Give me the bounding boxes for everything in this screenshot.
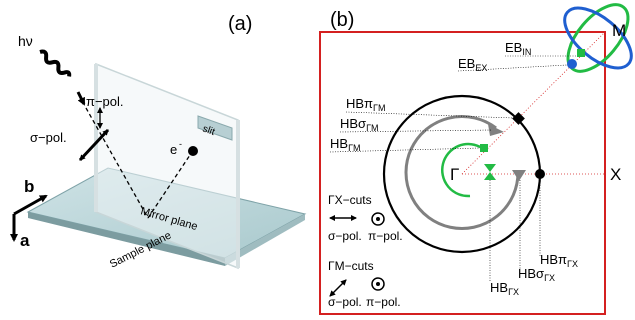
emitted-beam	[147, 151, 193, 219]
dot-marker-gx	[535, 169, 545, 179]
hb-pi-gm-leader	[345, 111, 515, 119]
gm-cuts-label: ΓM−cuts	[328, 259, 374, 273]
hb-sigma-gm-leader	[339, 129, 493, 133]
axis-a-label: a	[20, 231, 30, 250]
panel-a-label: (a)	[228, 13, 252, 35]
blue-ellipse	[563, 6, 633, 70]
eb-in-marker	[577, 49, 585, 57]
gx-pi-dot-icon	[371, 212, 385, 226]
incident-arrow	[76, 91, 86, 106]
green-band-arc	[441, 142, 483, 198]
panel-a: (a) slit hν π−pol. σ−pol.	[10, 13, 307, 271]
slit-label: slit	[201, 123, 216, 138]
hb-gx-label: HBΓX	[490, 280, 519, 297]
incident-beam	[85, 107, 149, 219]
diamond-marker-gm	[512, 112, 525, 125]
green-square-gm	[480, 144, 488, 152]
pi-pol-label: π−pol.	[86, 94, 124, 109]
axis-b-arrow	[13, 194, 48, 216]
axis-b-label: b	[24, 177, 34, 196]
hb-sigma-gx-label: HBσΓX	[518, 266, 555, 283]
eb-ex-label: EBEX	[458, 56, 487, 73]
gx-cuts-label: ΓX−cuts	[328, 193, 372, 207]
brillouin-zone-frame	[319, 31, 606, 315]
electron-sup: -	[179, 139, 182, 149]
panel-b: (b) M X Γ EBIN EBEX HBπΓM	[319, 3, 633, 315]
label-Gamma: Γ	[450, 165, 459, 184]
hb-pi-gm-label: HBπΓM	[346, 96, 386, 113]
gray-arrow-gx	[512, 170, 526, 181]
hb-sigma-gm-label: HBσΓM	[340, 116, 379, 133]
gx-sigma-label: σ−pol.	[328, 229, 362, 243]
electron-dot	[188, 146, 198, 156]
eb-ex-leader	[457, 64, 568, 72]
gm-pi-dot-icon	[371, 277, 385, 291]
sigma-pol-label: σ−pol.	[30, 130, 67, 145]
label-M: M	[612, 21, 626, 40]
gm-sigma-label: σ−pol.	[328, 295, 362, 309]
electron-label: e	[170, 142, 177, 157]
hb-pi-gx-label: HBπΓX	[540, 252, 578, 269]
panel-b-label: (b)	[330, 9, 354, 31]
hb-gm-label: HBΓM	[330, 136, 361, 153]
gray-arrow-gm	[488, 124, 504, 136]
slit: slit	[197, 115, 233, 141]
eb-ex-marker	[567, 59, 577, 69]
gray-band-arc	[404, 115, 520, 230]
gm-sigma-arrow	[329, 279, 347, 297]
photon-wave	[39, 49, 72, 77]
hb-gm-leader	[329, 147, 481, 153]
photon-label: hν	[18, 33, 33, 49]
sigma-pol-arrow	[78, 128, 110, 162]
eb-in-label: EBIN	[505, 40, 531, 57]
gx-pi-label: π−pol.	[368, 229, 403, 243]
green-hourglass	[484, 164, 496, 180]
label-X: X	[610, 165, 621, 184]
gm-pi-label: π−pol.	[366, 295, 401, 309]
